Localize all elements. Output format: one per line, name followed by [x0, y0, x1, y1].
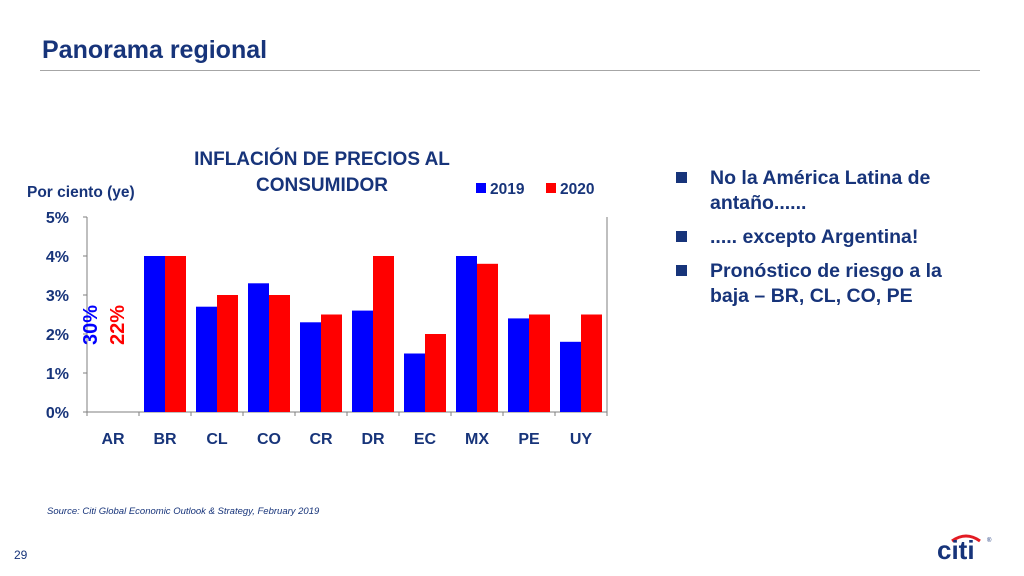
legend-label-2020: 2020	[560, 181, 594, 198]
x-tick-label: UY	[570, 431, 593, 448]
bar-2020-pe	[529, 314, 550, 412]
bar-2020-co	[269, 295, 290, 412]
bar-2020-ec	[425, 334, 446, 412]
square-bullet-icon	[676, 231, 687, 242]
y-tick-label: 4%	[46, 249, 69, 266]
bullet-text: Pronóstico de riesgo a la baja – BR, CL,…	[710, 260, 942, 307]
x-tick-label: CO	[257, 431, 281, 448]
y-tick-label: 1%	[46, 366, 69, 383]
bar-2020-dr	[373, 256, 394, 412]
citi-logo-icon: citi ®	[937, 534, 992, 562]
bar-2019-uy	[560, 341, 581, 412]
inflation-bar-chart: INFLACIÓN DE PRECIOS AL CONSUMIDOR Por cie…	[27, 148, 608, 448]
chart-title-line: CONSUMIDOR	[256, 175, 388, 196]
x-tick-label: BR	[153, 431, 177, 448]
bullet-item: No la América Latina de antaño......	[674, 166, 974, 216]
bar-2020-uy	[581, 314, 602, 412]
x-tick-label: EC	[414, 431, 437, 448]
square-bullet-icon	[676, 265, 687, 276]
bullet-list: No la América Latina de antaño...... ...…	[674, 166, 974, 318]
y-tick-label: 3%	[46, 288, 69, 305]
annotation-ar-2019: 30%	[80, 305, 102, 345]
svg-text:citi: citi	[937, 535, 975, 562]
source-note: Source: Citi Global Economic Outlook & S…	[47, 506, 320, 517]
bar-2020-cr	[321, 314, 342, 412]
title-divider	[40, 70, 980, 71]
x-tick-label: DR	[361, 431, 385, 448]
legend-swatch-2020	[546, 183, 556, 193]
chart-title-line: INFLACIÓN DE PRECIOS AL	[194, 148, 450, 170]
bar-2019-cr	[300, 322, 321, 412]
legend-swatch-2019	[476, 183, 486, 193]
x-tick-label: CL	[206, 431, 228, 448]
slide-title: Panorama regional	[42, 36, 268, 64]
bullet-text: No la América Latina de antaño......	[710, 167, 931, 214]
bar-2019-cl	[196, 306, 217, 412]
square-bullet-icon	[676, 172, 687, 183]
bar-2020-mx	[477, 263, 498, 412]
page-number: 29	[14, 548, 28, 562]
x-tick-label: CR	[309, 431, 333, 448]
bullet-text: ..... excepto Argentina!	[710, 226, 919, 248]
legend-label-2019: 2019	[490, 181, 525, 198]
bar-2019-br	[144, 256, 165, 412]
bar-2020-cl	[217, 295, 238, 412]
svg-text:®: ®	[987, 537, 992, 544]
bar-2020-br	[165, 256, 186, 412]
y-tick-label: 5%	[46, 210, 69, 227]
x-tick-label: PE	[518, 431, 540, 448]
bullet-item: Pronóstico de riesgo a la baja – BR, CL,…	[674, 259, 974, 309]
bar-2019-ec	[404, 353, 425, 412]
bar-2019-pe	[508, 318, 529, 412]
bullet-item: ..... excepto Argentina!	[674, 225, 974, 250]
bar-2019-mx	[456, 256, 477, 412]
y-axis-label: Por ciento (ye)	[27, 184, 135, 201]
annotation-ar-2020: 22%	[107, 305, 129, 345]
x-tick-label: MX	[465, 431, 489, 448]
x-tick-label: AR	[101, 431, 125, 448]
bar-2019-dr	[352, 310, 373, 412]
bar-2019-co	[248, 283, 269, 412]
y-tick-label: 0%	[46, 405, 69, 422]
y-tick-label: 2%	[46, 327, 69, 344]
